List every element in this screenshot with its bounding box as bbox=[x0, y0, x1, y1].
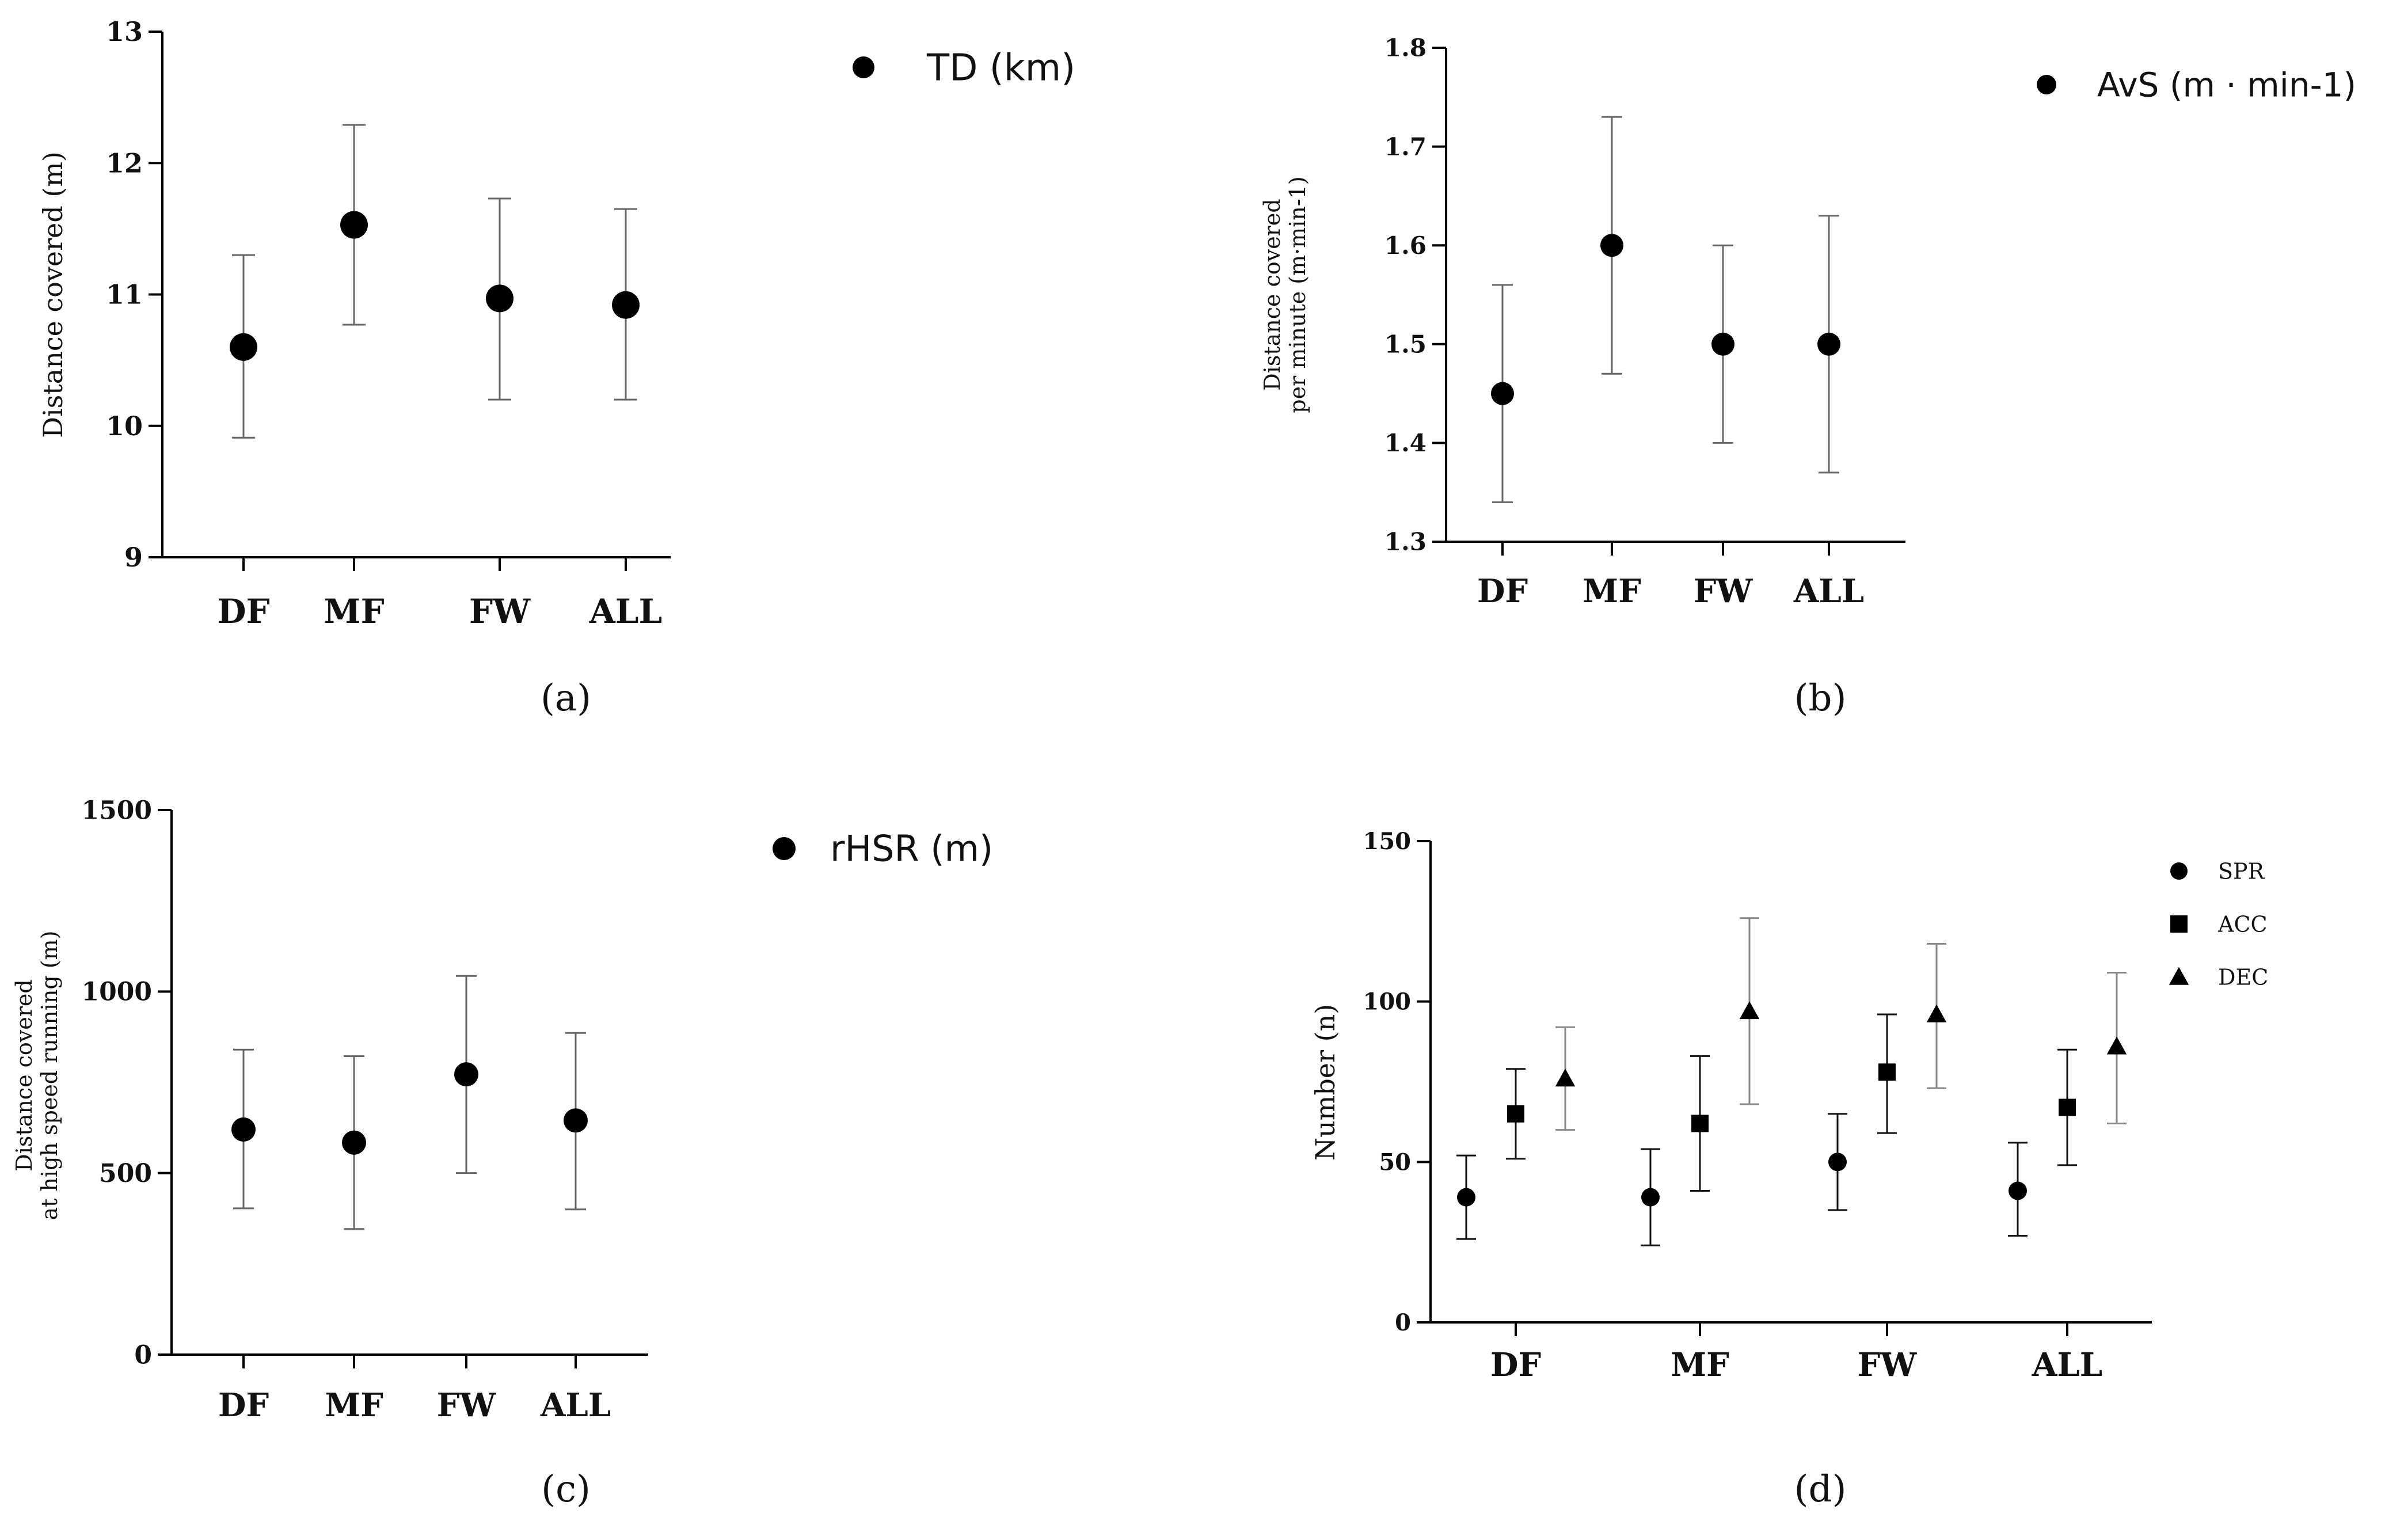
x-tick-label: ALL bbox=[1793, 572, 1864, 610]
legend-label: ACC bbox=[2217, 911, 2268, 937]
data-point-avs bbox=[1817, 332, 1840, 356]
panel-label: (b) bbox=[1794, 677, 1847, 720]
data-point-td bbox=[340, 211, 368, 239]
x-tick-label: MF bbox=[1583, 572, 1641, 610]
legend: AvS (m · min-1) bbox=[2037, 65, 2356, 104]
panel-label: (c) bbox=[541, 1468, 591, 1511]
legend: SPR ACC DEC bbox=[2169, 858, 2268, 990]
legend-marker bbox=[2170, 862, 2188, 880]
y-tick-label: 12 bbox=[106, 147, 143, 178]
data-point-dec bbox=[2106, 1036, 2127, 1055]
data-point-dec bbox=[1555, 1069, 1576, 1087]
legend-marker bbox=[2169, 967, 2189, 985]
data-point-dec bbox=[1926, 1004, 1947, 1022]
legend: TD (km) bbox=[853, 47, 1075, 89]
legend-marker bbox=[773, 837, 796, 860]
x-tick-label: FW bbox=[1694, 572, 1753, 610]
y-axis-label: Distance covered bbox=[12, 979, 37, 1171]
x-tick-label: ALL bbox=[540, 1386, 611, 1424]
y-tick-label: 150 bbox=[1363, 828, 1412, 855]
y-tick-label: 1.4 bbox=[1384, 429, 1427, 457]
x-tick-label: FW bbox=[469, 592, 531, 631]
y-axis-label: Distance covered bbox=[1260, 199, 1285, 390]
y-tick-label: 10 bbox=[106, 410, 143, 442]
y-tick-label: 1500 bbox=[82, 796, 152, 825]
y-axis-label: Number (n) bbox=[1310, 1004, 1341, 1161]
legend-label: rHSR (m) bbox=[830, 828, 993, 870]
legend-label: SPR bbox=[2218, 858, 2265, 884]
panel-d: 0 50 100 150 DF MF FW ALL Number (n) SPR ACC DEC (d) bbox=[1310, 828, 2268, 1511]
panel-b: 1.3 1.4 1.5 1.6 1.7 1.8 DF MF FW ALL Distance cove… bbox=[1260, 34, 2356, 720]
y-tick-label: 50 bbox=[1379, 1149, 1411, 1176]
y-tick-label: 9 bbox=[124, 542, 143, 573]
legend-label: TD (km) bbox=[926, 47, 1075, 89]
panel-c: 0 500 1000 1500 DF MF FW ALL Distance covered at … bbox=[12, 796, 993, 1511]
y-axis-label: per minute (m·min-1) bbox=[1285, 176, 1310, 413]
y-tick-label: 1.7 bbox=[1384, 132, 1427, 161]
x-tick-label: ALL bbox=[589, 592, 663, 631]
y-tick-label: 1.3 bbox=[1384, 528, 1427, 556]
panel-label: (a) bbox=[541, 677, 591, 720]
x-tick-label: MF bbox=[1671, 1346, 1729, 1384]
data-point-acc bbox=[2059, 1098, 2076, 1116]
panel-a: 9 10 11 12 13 DF MF FW ALL Distance covered (m) TD… bbox=[37, 16, 1075, 720]
data-point-avs bbox=[1711, 332, 1734, 356]
data-point-dec bbox=[1739, 1001, 1760, 1020]
data-point-td bbox=[486, 284, 513, 313]
data-point-td bbox=[612, 291, 640, 319]
legend-marker bbox=[2170, 915, 2188, 933]
y-axis-label: at high speed running (m) bbox=[37, 930, 62, 1220]
x-tick-label: DF bbox=[217, 592, 269, 631]
y-tick-label: 1.5 bbox=[1384, 330, 1427, 359]
x-tick-label: ALL bbox=[2032, 1346, 2102, 1384]
data-point-avs bbox=[1491, 382, 1514, 405]
x-tick-label: FW bbox=[1858, 1346, 1918, 1384]
panel-label: (d) bbox=[1794, 1468, 1847, 1511]
legend-label: DEC bbox=[2218, 964, 2268, 990]
y-tick-label: 100 bbox=[1363, 988, 1412, 1016]
y-tick-label: 1.8 bbox=[1384, 34, 1427, 62]
legend-marker bbox=[2037, 75, 2056, 94]
legend-marker bbox=[853, 56, 874, 78]
data-point-spr bbox=[1641, 1188, 1660, 1207]
legend-label: AvS (m · min-1) bbox=[2097, 65, 2356, 104]
data-point-acc bbox=[1691, 1115, 1709, 1132]
data-point-spr bbox=[2009, 1181, 2027, 1200]
y-tick-label: 11 bbox=[106, 279, 143, 310]
data-point-rhsr bbox=[342, 1130, 366, 1155]
legend: rHSR (m) bbox=[773, 828, 993, 870]
y-tick-label: 1000 bbox=[82, 978, 152, 1007]
x-tick-label: MF bbox=[325, 1386, 383, 1424]
data-point-rhsr bbox=[564, 1108, 588, 1133]
y-axis-label: Distance covered (m) bbox=[37, 151, 69, 438]
data-point-td bbox=[230, 333, 257, 361]
y-tick-label: 0 bbox=[1395, 1309, 1411, 1336]
data-point-rhsr bbox=[231, 1117, 256, 1142]
x-tick-label: DF bbox=[1477, 572, 1528, 610]
data-point-rhsr bbox=[454, 1062, 478, 1087]
y-tick-label: 1.6 bbox=[1384, 231, 1427, 260]
data-point-acc bbox=[1878, 1063, 1896, 1081]
y-tick-label: 13 bbox=[106, 16, 143, 47]
y-tick-label: 500 bbox=[99, 1159, 152, 1188]
x-tick-label: FW bbox=[437, 1386, 497, 1424]
data-point-acc bbox=[1507, 1105, 1524, 1123]
y-tick-label: 0 bbox=[134, 1340, 152, 1370]
data-point-avs bbox=[1600, 234, 1623, 257]
data-point-spr bbox=[1828, 1153, 1847, 1172]
x-tick-label: MF bbox=[324, 592, 384, 631]
data-point-spr bbox=[1457, 1188, 1475, 1207]
x-tick-label: DF bbox=[1490, 1346, 1542, 1384]
x-tick-label: DF bbox=[218, 1386, 269, 1424]
